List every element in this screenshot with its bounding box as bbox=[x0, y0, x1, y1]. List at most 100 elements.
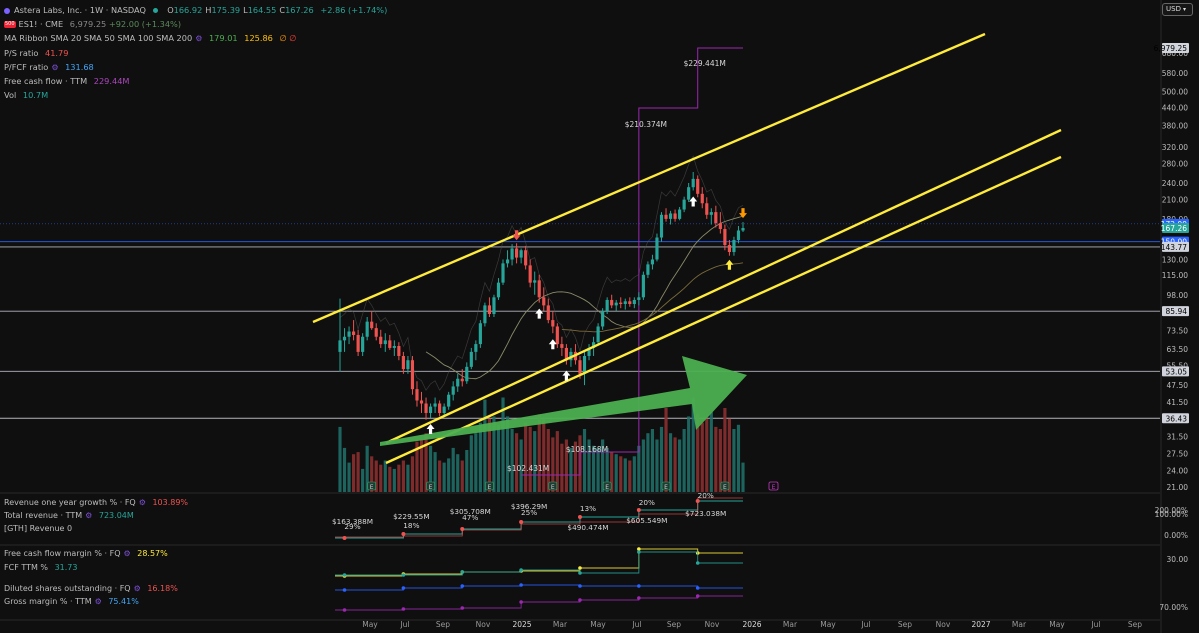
candle-body bbox=[515, 248, 519, 258]
revenue-dot bbox=[577, 515, 582, 519]
volume-bar bbox=[528, 426, 532, 492]
x-axis-label: May bbox=[362, 620, 378, 629]
y-tick-label: 440.00 bbox=[1162, 103, 1188, 112]
candle-body bbox=[424, 403, 428, 413]
fcf-data-label: $108.168M bbox=[566, 445, 608, 454]
pane2-legend-growth[interactable]: Revenue one year growth % · FQ ⚙ 103.89% bbox=[4, 498, 188, 507]
x-axis-label: Nov bbox=[705, 620, 720, 629]
pane3-legend-fcf-ttm[interactable]: FCF TTM % 31.73 bbox=[4, 563, 77, 572]
down-arrow-icon bbox=[739, 208, 747, 219]
volume-row[interactable]: Vol 10.7M bbox=[4, 88, 334, 102]
settings-icon[interactable]: ⚙ bbox=[133, 584, 141, 593]
candle-body bbox=[601, 311, 605, 327]
revenue-data-label: $305.708M bbox=[450, 507, 491, 516]
revenue-dot bbox=[636, 508, 641, 512]
volume-bar bbox=[379, 464, 383, 492]
y-tick-label: 21.00 bbox=[1167, 483, 1189, 492]
volume-bar bbox=[428, 445, 433, 492]
settings-icon[interactable]: ⚙ bbox=[51, 62, 59, 72]
price-label-box bbox=[1162, 241, 1189, 252]
x-axis-label: 2026 bbox=[742, 620, 761, 629]
fcf-label: Free cash flow · TTM bbox=[4, 75, 88, 86]
settings-icon[interactable]: ⚙ bbox=[85, 511, 93, 520]
metric-dot bbox=[578, 566, 582, 570]
candle-body bbox=[546, 305, 550, 321]
volume-bar bbox=[397, 464, 401, 492]
candle-body bbox=[650, 259, 655, 265]
fcf-data-label: $229.441M bbox=[684, 59, 726, 68]
metric-dot bbox=[519, 568, 523, 572]
metric-dot bbox=[695, 594, 700, 598]
volume-bar bbox=[515, 433, 519, 492]
volume-bar bbox=[573, 441, 578, 492]
candle-body bbox=[361, 336, 365, 352]
candle-body bbox=[451, 386, 455, 395]
candle-body bbox=[732, 239, 736, 253]
ps-row[interactable]: P/S ratio 41.79 bbox=[4, 46, 334, 60]
fcf-value: 229.44M bbox=[93, 75, 130, 86]
candle-body bbox=[637, 297, 641, 300]
candle-body bbox=[655, 237, 659, 260]
ohlc-value: 166.92 bbox=[173, 5, 203, 15]
total-rev-label: Total revenue · TTM bbox=[4, 511, 83, 520]
es-value: 6,979.25 bbox=[69, 19, 107, 30]
symbol-logo-icon bbox=[4, 7, 10, 14]
pane3-legend-gross-margin[interactable]: Gross margin % · TTM ⚙ 75.41% bbox=[4, 597, 139, 606]
x-axis-label: Mar bbox=[783, 620, 798, 629]
metric-dot bbox=[460, 606, 465, 610]
x-axis-label: May bbox=[820, 620, 836, 629]
ma-ribbon-row[interactable]: MA Ribbon SMA 20 SMA 50 SMA 100 SMA 200 ⚙… bbox=[4, 31, 334, 45]
volume-bar bbox=[505, 416, 510, 492]
volume-bar bbox=[447, 458, 451, 492]
settings-icon[interactable]: ⚙ bbox=[138, 498, 146, 507]
growth-data-label: 13% bbox=[580, 504, 596, 513]
fcf-ttm-label: FCF TTM % bbox=[4, 563, 49, 572]
market-status-icon bbox=[152, 8, 158, 13]
candle-body bbox=[524, 250, 528, 266]
fcf-data-label: $210.374M bbox=[625, 120, 667, 129]
metric-dot bbox=[342, 588, 347, 592]
pane3-axis-label: 30.00 bbox=[1167, 555, 1189, 564]
candle-body bbox=[582, 355, 587, 374]
ma-value-2: 125.86 bbox=[244, 33, 273, 44]
price-label-text: 36.43 bbox=[1166, 414, 1188, 423]
es-legend-row[interactable]: 500 ES1! · CME 6,979.25 +92.00 (+1.34%) bbox=[4, 17, 334, 31]
ohlc-label: L bbox=[243, 5, 248, 15]
revenue-data-label: $229.55M bbox=[393, 512, 429, 521]
volume-bar bbox=[392, 468, 396, 492]
settings-icon[interactable]: ⚙ bbox=[94, 597, 102, 606]
trend-channel-line bbox=[385, 128, 1062, 445]
volume-bar bbox=[650, 429, 655, 492]
settings-icon[interactable]: ⚙ bbox=[195, 34, 203, 44]
growth-data-label: 20% bbox=[639, 498, 655, 507]
volume-bar bbox=[551, 437, 555, 492]
candle-body bbox=[560, 344, 564, 348]
volume-bar bbox=[709, 412, 713, 492]
volume-bar bbox=[374, 460, 378, 492]
candle-body bbox=[428, 406, 433, 413]
candle-body bbox=[342, 336, 347, 341]
up-arrow-icon bbox=[562, 370, 571, 381]
currency-select[interactable]: USD ▾ bbox=[1162, 3, 1193, 16]
volume-bar bbox=[732, 429, 736, 492]
ohlc-value: 164.55 bbox=[247, 5, 277, 15]
pfcf-row[interactable]: P/FCF ratio ⚙ 131.68 bbox=[4, 60, 334, 74]
fcf-row[interactable]: Free cash flow · TTM 229.44M bbox=[4, 74, 334, 88]
price-label-box bbox=[1162, 306, 1189, 317]
candle-body bbox=[709, 212, 713, 215]
volume-bar bbox=[383, 460, 387, 492]
ohlc-c: C167.26 bbox=[279, 5, 313, 15]
growth-data-label: 29% bbox=[344, 522, 360, 531]
candle-body bbox=[465, 366, 469, 382]
y-tick-label: 500.00 bbox=[1162, 87, 1188, 96]
revenue-data-label: $723.038M bbox=[685, 509, 726, 518]
pane2-legend-gth[interactable]: [GTH] Revenue 0 bbox=[4, 524, 72, 533]
symbol-header[interactable]: Astera Labs, Inc. · 1W · NASDAQ O166.92 H… bbox=[4, 3, 387, 17]
pane3-legend-fcf-margin[interactable]: Free cash flow margin % · FQ ⚙ 28.57% bbox=[4, 549, 168, 558]
volume-bar bbox=[564, 439, 568, 492]
pane2-legend-revenue[interactable]: Total revenue · TTM ⚙ 723.04M bbox=[4, 511, 134, 520]
pane3-legend-diluted[interactable]: Diluted shares outstanding · FQ ⚙ 16.18% bbox=[4, 584, 178, 593]
settings-icon[interactable]: ⚙ bbox=[123, 549, 131, 558]
y-tick-label: 240.00 bbox=[1162, 179, 1188, 188]
